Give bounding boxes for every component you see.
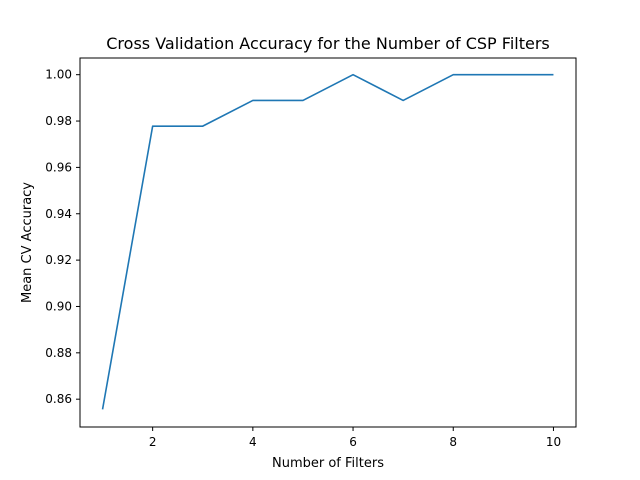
x-tick-label: 2 xyxy=(149,435,157,449)
chart-title: Cross Validation Accuracy for the Number… xyxy=(106,34,550,53)
plot-frame xyxy=(79,57,577,428)
x-tick-label: 4 xyxy=(249,435,257,449)
y-tick-label: 0.94 xyxy=(45,207,72,221)
y-tick-label: 0.88 xyxy=(45,346,72,360)
x-axis-label: Number of Filters xyxy=(272,456,384,471)
y-tick-label: 0.86 xyxy=(45,392,72,406)
y-axis: 0.86 0.88 0.90 0.92 0.94 0.96 0.98 1.00 xyxy=(45,68,80,406)
y-tick-label: 0.98 xyxy=(45,114,72,128)
y-tick-label: 0.92 xyxy=(45,253,72,267)
plot-area xyxy=(101,73,554,410)
x-tick-label: 10 xyxy=(546,435,561,449)
y-tick-label: 0.96 xyxy=(45,160,72,174)
y-tick-label: 0.90 xyxy=(45,299,72,313)
y-axis-label: Mean CV Accuracy xyxy=(20,182,35,303)
y-tick-label: 1.00 xyxy=(45,68,72,82)
x-tick-label: 6 xyxy=(349,435,357,449)
series-line xyxy=(101,73,554,410)
x-axis: 2 4 6 8 10 xyxy=(149,427,561,449)
x-tick-label: 8 xyxy=(449,435,457,449)
